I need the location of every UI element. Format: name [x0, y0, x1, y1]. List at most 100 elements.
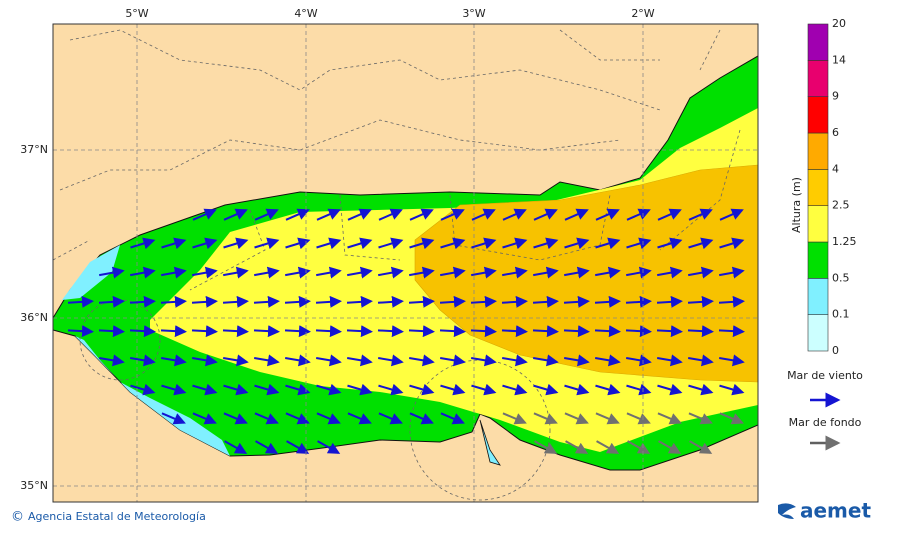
map-frame	[52, 23, 759, 503]
wind-arrow	[346, 325, 373, 338]
colorbar-title: Altura (m)	[790, 177, 803, 233]
wind-arrow	[657, 266, 683, 279]
wind-arrow	[191, 325, 218, 338]
wind-arrow	[315, 325, 342, 338]
wind-arrow	[254, 354, 280, 367]
lon-label: 5°W	[125, 7, 148, 20]
wind-arrow	[253, 325, 280, 338]
wind-arrow	[718, 325, 745, 338]
swell-arrow	[689, 440, 713, 454]
swell-arrow	[627, 440, 651, 454]
swell-arrow	[688, 412, 713, 425]
wind-arrow	[161, 266, 187, 279]
wind-arrow	[223, 266, 249, 279]
wave-zone-cyan	[62, 245, 230, 456]
wind-arrow	[161, 383, 187, 396]
wind-arrow	[533, 237, 559, 250]
wind-arrow	[471, 208, 496, 221]
wind-arrow	[130, 237, 156, 250]
wind-arrow	[470, 325, 497, 338]
wind-arrow	[688, 208, 713, 221]
wind-arrow	[192, 208, 217, 221]
colorbar-label: 1.25	[832, 235, 857, 248]
wind-arrow	[719, 266, 745, 279]
wind-arrow	[192, 237, 218, 250]
wind-arrow	[688, 383, 714, 396]
wind-arrow	[563, 295, 590, 308]
swell-arrow	[534, 440, 558, 454]
wind-arrow	[254, 383, 280, 396]
wind-arrow	[317, 440, 341, 454]
wind-arrow	[595, 383, 621, 396]
colorbar-label: 9	[832, 90, 839, 103]
colorbar-segment	[807, 278, 829, 315]
wind-arrow	[285, 383, 311, 396]
wind-arrow	[223, 412, 248, 425]
wind-arrow	[285, 412, 310, 425]
wind-arrow	[99, 354, 125, 367]
swell-arrow	[719, 412, 744, 425]
wind-arrow	[67, 295, 94, 308]
wind-arrows	[67, 208, 745, 454]
legend-label: Mar de fondo	[789, 416, 862, 429]
swell-arrow	[595, 412, 620, 425]
wind-arrow	[657, 354, 683, 367]
wind-arrow	[440, 266, 466, 279]
wind-arrow	[688, 354, 714, 367]
wind-arrow	[409, 266, 435, 279]
region-border	[189, 129, 741, 291]
wind-arrow	[192, 412, 217, 425]
wind-arrow	[409, 412, 434, 425]
swell-arrow	[658, 440, 682, 454]
colorbar-segment	[807, 241, 829, 279]
wind-arrow	[502, 237, 528, 250]
wind-arrow	[440, 412, 465, 425]
colorbar-label: 2.5	[832, 199, 850, 212]
wind-arrow	[316, 266, 342, 279]
wind-arrow	[471, 237, 497, 250]
wind-arrow	[378, 208, 403, 221]
colorbar-segment	[807, 96, 829, 134]
wind-arrow	[533, 354, 559, 367]
wind-arrow	[564, 208, 589, 221]
wind-arrow	[626, 208, 651, 221]
wind-arrow	[408, 295, 435, 308]
wind-arrow	[130, 354, 156, 367]
colorbar-label: 0.1	[832, 308, 850, 321]
wind-arrow	[254, 412, 279, 425]
wind-arrow	[223, 383, 249, 396]
wind-arrow	[626, 266, 652, 279]
wind-arrow	[502, 354, 528, 367]
colorbar-segment	[807, 23, 829, 61]
wind-arrow	[439, 325, 466, 338]
wind-arrow	[161, 237, 187, 250]
logo-icon	[778, 503, 796, 519]
wind-arrow	[440, 208, 465, 221]
wind-arrow	[160, 295, 187, 308]
wind-arrow	[656, 325, 683, 338]
wind-arrow	[347, 208, 372, 221]
colorbar-label: 20	[832, 17, 846, 30]
wind-arrow	[687, 325, 714, 338]
wind-arrow	[99, 266, 125, 279]
wind-arrow	[378, 237, 404, 250]
wind-arrow	[688, 266, 714, 279]
wind-arrow	[563, 325, 590, 338]
wind-arrow	[223, 208, 248, 221]
wind-arrow	[255, 440, 279, 454]
wind-arrow	[656, 295, 683, 308]
wind-arrow	[67, 325, 94, 338]
wind-arrow	[625, 325, 652, 338]
wind-arrow	[625, 295, 652, 308]
wind-arrow	[439, 295, 466, 308]
wind-arrow	[286, 440, 310, 454]
wind-arrow	[316, 383, 342, 396]
wind-arrow	[719, 383, 745, 396]
wind-arrow	[657, 237, 683, 250]
wind-arrow	[687, 295, 714, 308]
wind-arrow	[595, 237, 621, 250]
wind-arrow	[347, 412, 372, 425]
wind-arrow	[222, 325, 249, 338]
wind-arrow	[626, 237, 652, 250]
wind-arrow	[688, 237, 714, 250]
